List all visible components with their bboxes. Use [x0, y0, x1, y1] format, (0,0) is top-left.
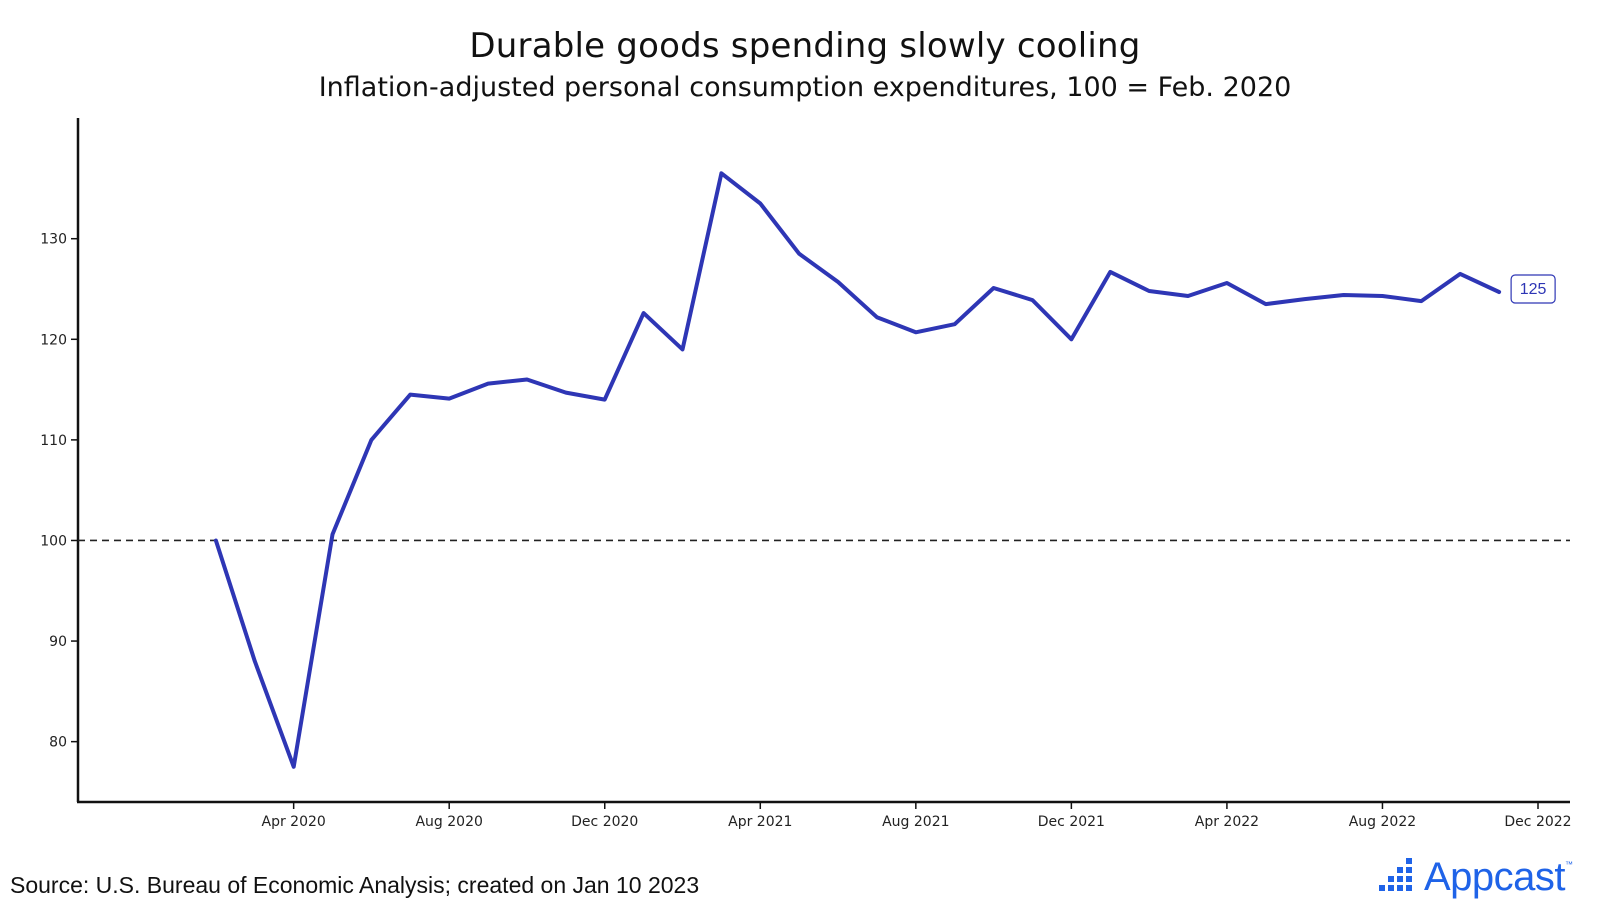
x-tick-label: Aug 2020	[415, 814, 482, 830]
series-line	[213, 171, 1502, 769]
y-tick-label: 80	[49, 735, 67, 751]
x-tick-label: Dec 2020	[571, 814, 638, 830]
logo-trademark: ™	[1565, 860, 1574, 869]
appcast-grid-icon	[1379, 858, 1412, 891]
x-tick-label: Dec 2021	[1038, 814, 1105, 830]
x-tick-label: Aug 2021	[882, 814, 949, 830]
y-tick-label: 130	[40, 232, 67, 248]
logo-wordmark: Appcast	[1424, 854, 1566, 899]
y-tick-label: 110	[40, 433, 67, 449]
x-tick-label: Apr 2020	[262, 814, 326, 830]
x-tick-label: Dec 2022	[1504, 814, 1571, 830]
x-tick-label: Apr 2022	[1195, 814, 1259, 830]
y-tick-label: 120	[40, 332, 67, 348]
chart-title: Durable goods spending slowly cooling	[469, 26, 1141, 66]
x-tick-label: Apr 2021	[728, 814, 792, 830]
y-tick-label: 100	[40, 533, 67, 549]
end-label-box	[1510, 274, 1556, 304]
appcast-logo: Appcast ™	[1378, 852, 1573, 902]
y-tick-label: 90	[49, 634, 67, 650]
source-note: Source: U.S. Bureau of Economic Analysis…	[10, 872, 700, 898]
chart-subtitle: Inflation-adjusted personal consumption …	[318, 72, 1292, 103]
end-label: 125	[1520, 281, 1547, 298]
x-tick-label: Aug 2022	[1349, 814, 1416, 830]
